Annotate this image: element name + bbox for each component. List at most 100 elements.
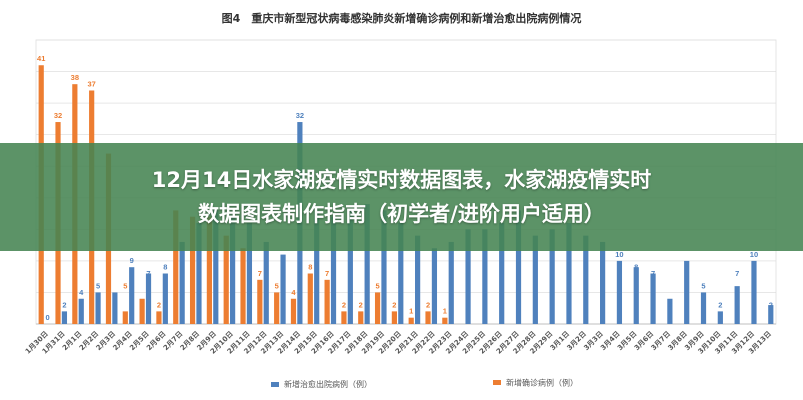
data-label-discharged: 5 [96,281,100,290]
data-label-confirmed: 1 [443,307,447,316]
data-label-confirmed: 7 [258,269,262,278]
data-label-discharged: 7 [146,269,150,278]
banner-line-1: 12月14日水家湖疫情实时数据图表，水家湖疫情实时 [151,168,652,192]
bar-confirmed [374,292,381,324]
legend-label-discharged: 新增治愈出院病例（例） [284,380,372,389]
bar-discharged [717,311,723,324]
bar-discharged [650,273,656,324]
data-label-confirmed: 4 [291,288,296,297]
banner-line-2: 数据图表制作指南（初学者/进阶用户适用） [198,202,605,226]
data-label-discharged: 7 [651,269,655,278]
data-label-confirmed: 2 [426,300,430,309]
data-label-confirmed: 5 [375,281,379,290]
bar-discharged [381,210,387,324]
data-label-discharged: 2 [668,300,672,309]
bar-confirmed [391,311,397,324]
bar-discharged [61,311,68,324]
bar-discharged [700,292,707,324]
data-label-confirmed: 1 [409,307,413,316]
data-label-confirmed: 2 [392,300,396,309]
data-label-discharged: 5 [701,281,705,290]
data-label-discharged: 2 [62,300,66,309]
data-label-confirmed: 7 [325,269,329,278]
data-label-confirmed: 2 [359,300,363,309]
data-label-confirmed: 8 [308,263,312,272]
bar-confirmed [189,216,196,324]
bar-confirmed [274,292,280,324]
bar-discharged [499,223,505,324]
data-label-confirmed: 5 [123,281,127,290]
bar-discharged [751,260,757,324]
bar-discharged [431,248,438,324]
data-label-discharged: 7 [735,269,739,278]
data-label-confirmed: 41 [37,54,45,63]
bar-discharged [398,223,404,324]
data-label-discharged: 0 [46,313,50,322]
bar-confirmed [290,298,297,324]
bar-discharged [314,210,320,324]
bar-discharged [448,241,454,324]
legend-label-confirmed: 新增确诊病例（例） [506,378,578,388]
bar-discharged [415,235,421,324]
bar-discharged [145,273,152,324]
data-label-discharged: 4 [79,288,84,297]
bar-confirmed [206,216,212,324]
bar-confirmed [173,210,179,324]
bar-discharged [95,292,101,324]
bar-confirmed [240,248,246,324]
bar-confirmed [341,311,347,324]
bar-discharged [616,260,623,324]
bar-discharged [667,298,673,324]
bar-discharged [515,210,522,324]
bar-discharged [600,241,606,324]
bar-confirmed [425,311,431,324]
bar-discharged [734,286,740,324]
bar-discharged [465,229,471,324]
bar-discharged [263,241,269,324]
bar-discharged [280,254,286,324]
data-label-confirmed: 5 [275,281,279,290]
bar-discharged [768,305,774,324]
bar-confirmed [223,235,229,324]
bar-confirmed [139,298,145,324]
bar-confirmed [257,279,263,324]
data-label-confirmed: 2 [157,300,161,309]
bar-discharged [196,223,202,324]
bar-discharged [179,241,185,324]
bar-confirmed [358,311,364,324]
bar-discharged [482,229,488,324]
data-label-confirmed: 2 [140,300,144,309]
bar-discharged [549,229,555,324]
bar-discharged [162,273,168,324]
legend-swatch-confirmed [493,380,501,385]
data-label-confirmed: 37 [87,79,95,88]
bar-discharged [347,210,353,324]
bar-discharged [330,216,337,324]
data-label-discharged: 2 [718,300,722,309]
bar-discharged [633,267,639,324]
bar-discharged [364,204,370,324]
data-label-discharged: 8 [634,263,638,272]
data-label-discharged: 7 [315,269,319,278]
data-label-discharged: 32 [296,111,304,120]
data-label-discharged: 10 [750,250,758,259]
data-label-discharged: 8 [163,263,167,272]
bar-confirmed [122,311,128,324]
legend-discharged: 新增治愈出院病例（例） [0,379,723,390]
bar-discharged [213,210,219,324]
bar-confirmed [324,279,330,324]
data-label-discharged: 7 [331,269,335,278]
data-label-discharged: 10 [615,250,623,259]
bar-confirmed [408,317,414,324]
data-label-confirmed: 38 [71,73,79,82]
legend-swatch-discharged [271,382,279,387]
data-label-discharged: 9 [130,256,134,265]
bar-confirmed [156,311,162,324]
bar-confirmed [307,273,313,324]
bar-discharged [230,216,236,324]
data-label-confirmed: 32 [54,111,62,120]
bar-discharged [583,235,589,324]
bar-discharged [129,267,135,324]
bar-discharged [246,223,253,324]
